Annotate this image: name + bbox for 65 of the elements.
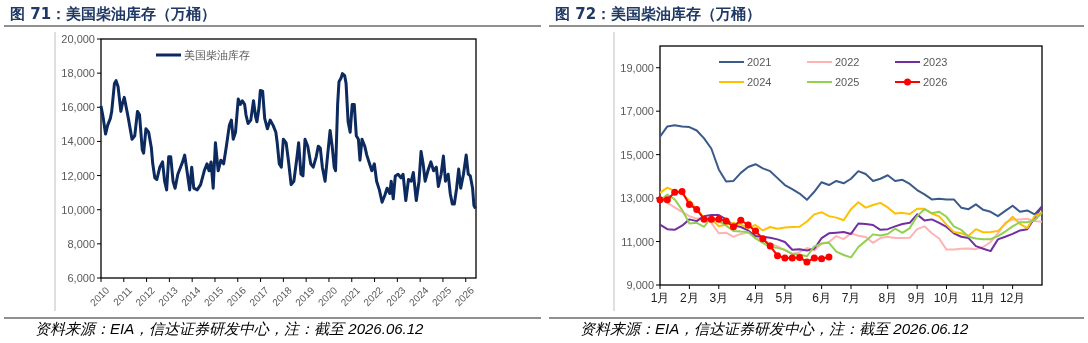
point <box>796 253 804 261</box>
x-tick-label: 4月 <box>746 291 765 305</box>
x-tick-label: 6月 <box>812 291 831 305</box>
point <box>781 254 789 262</box>
x-tick-label: 12月 <box>999 291 1026 305</box>
point <box>678 188 686 196</box>
point <box>752 227 759 235</box>
text: 资料来源：EIA，信达证券研发中心，注：截至 2026.06.12 <box>580 320 970 337</box>
x-tick-label: 8月 <box>878 291 898 305</box>
point <box>700 215 708 223</box>
point <box>722 217 730 225</box>
y-tick-label: 14,000 <box>61 135 95 148</box>
y-tick-label: 11,000 <box>621 235 654 248</box>
x-tick-label: 5月 <box>775 291 795 305</box>
line-series <box>659 205 1043 253</box>
point <box>766 242 774 250</box>
line-series <box>659 186 1043 237</box>
point <box>759 235 767 243</box>
y-tick-label: 16,000 <box>61 101 95 114</box>
x-tick-label: 9月 <box>907 291 927 305</box>
y-tick-label: 17,000 <box>620 105 654 118</box>
x-tick-label: 2月 <box>680 291 699 305</box>
point <box>715 215 723 223</box>
point <box>810 254 818 262</box>
y-tick-label: 9,000 <box>626 279 654 291</box>
legend-label: 2023 <box>923 56 948 68</box>
point <box>737 216 745 224</box>
point <box>744 221 752 229</box>
chart-title: 图 71：美国柴油库存（万桶） <box>10 5 217 23</box>
point <box>729 223 737 231</box>
legend-label: 2026 <box>923 76 948 88</box>
y-tick-label: 15,000 <box>620 148 654 161</box>
y-tick-label: 18,000 <box>61 67 95 80</box>
line-series <box>99 72 478 211</box>
y-tick-label: 12,000 <box>61 169 95 182</box>
y-tick-label: 13,000 <box>620 192 654 205</box>
legend-label: 2022 <box>835 56 860 68</box>
y-tick-label: 6,000 <box>67 272 95 284</box>
point <box>685 200 693 208</box>
x-tick-label: 3月 <box>709 291 729 305</box>
y-tick-label: 10,000 <box>61 203 95 216</box>
line-series <box>659 124 1043 218</box>
legend-label: 2021 <box>747 56 772 68</box>
point <box>656 196 664 204</box>
legend-label: 美国柴油库存 <box>184 49 250 61</box>
point <box>825 253 833 261</box>
y-tick-label: 19,000 <box>620 61 654 74</box>
point <box>693 205 701 213</box>
legend-label: 2024 <box>747 76 772 88</box>
point <box>774 252 782 260</box>
point <box>663 196 671 204</box>
y-tick-label: 8,000 <box>67 237 95 250</box>
x-tick-label: 10月 <box>933 291 960 305</box>
point <box>707 215 715 223</box>
chart-title: 图 72：美国柴油库存（万桶） <box>555 5 762 23</box>
point <box>788 254 796 262</box>
point <box>818 255 826 263</box>
point <box>671 188 679 196</box>
y-tick-label: 20,000 <box>61 33 95 45</box>
text: 资料来源：EIA，信达证券研发中心，注：截至 2026.06.12 <box>35 320 425 337</box>
x-tick-label: 11月 <box>971 291 996 305</box>
x-tick-label: 1月 <box>650 291 670 305</box>
x-tick-label: 7月 <box>841 291 861 305</box>
point <box>803 258 811 266</box>
legend-label: 2025 <box>835 76 860 88</box>
